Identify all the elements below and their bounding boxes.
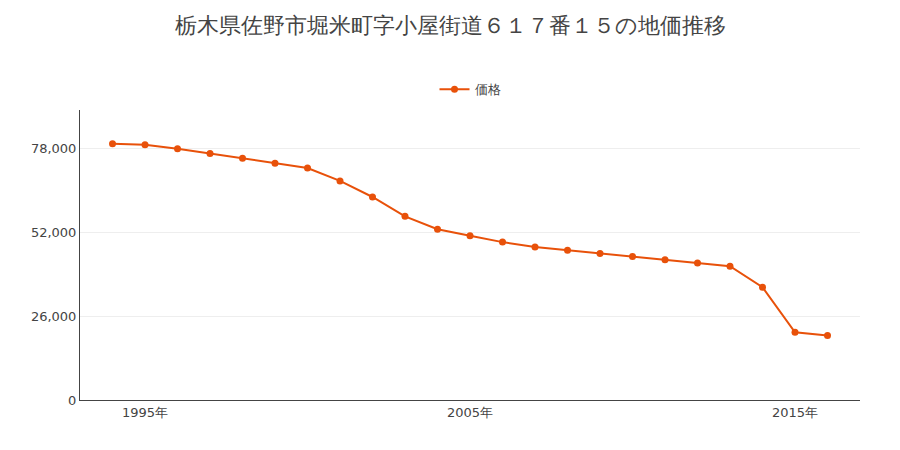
svg-text:52,000: 52,000: [31, 225, 77, 240]
svg-text:0: 0: [68, 393, 76, 408]
svg-text:栃木県佐野市堀米町字小屋街道６１７番１５の地価推移: 栃木県佐野市堀米町字小屋街道６１７番１５の地価推移: [175, 13, 726, 38]
svg-text:2005年: 2005年: [447, 405, 493, 420]
svg-text:78,000: 78,000: [31, 141, 77, 156]
svg-text:価格: 価格: [475, 82, 501, 97]
svg-text:1995年: 1995年: [122, 405, 168, 420]
svg-text:26,000: 26,000: [31, 309, 77, 324]
svg-text:2015年: 2015年: [772, 405, 818, 420]
